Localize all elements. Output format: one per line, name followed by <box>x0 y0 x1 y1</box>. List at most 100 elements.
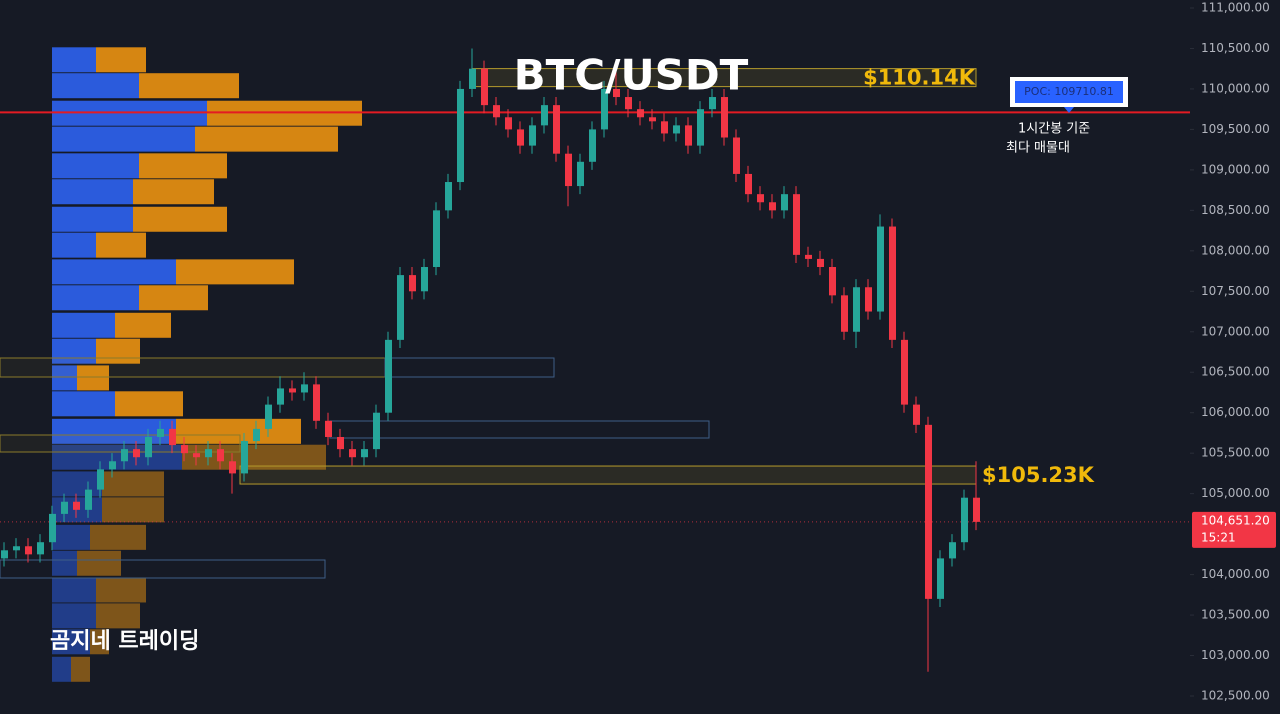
y-tick-label: 108,000.00 <box>1201 243 1270 257</box>
profile-buy <box>52 47 96 73</box>
candle-body <box>877 226 884 312</box>
candle-body <box>781 194 788 211</box>
level-box <box>0 559 326 579</box>
candle-body <box>805 254 812 259</box>
profile-buy <box>52 259 176 285</box>
candle-body <box>817 258 824 268</box>
last-price-label: 104,651.20 <box>1201 513 1270 527</box>
candle-body <box>577 161 584 187</box>
y-tick-label: 110,500.00 <box>1201 41 1270 55</box>
candle-body <box>457 88 464 183</box>
y-tick-label: 110,000.00 <box>1201 81 1270 95</box>
profile-sell <box>133 206 227 232</box>
last-price-tag <box>1192 511 1276 548</box>
candle-body <box>133 449 140 458</box>
candle-body <box>673 125 680 134</box>
candle-body <box>409 275 416 292</box>
y-tick-label: 106,000.00 <box>1201 405 1270 419</box>
candle-body <box>709 97 716 110</box>
candle-body <box>937 558 944 599</box>
candle-body <box>97 469 104 490</box>
candle-body <box>493 105 500 118</box>
candle-body <box>361 449 368 458</box>
candle-body <box>193 453 200 458</box>
profile-sell <box>115 391 183 417</box>
candle-body <box>661 121 668 134</box>
y-tick-label: 106,500.00 <box>1201 365 1270 379</box>
candle-body <box>757 194 764 203</box>
candle-body <box>733 137 740 174</box>
candle-body <box>685 125 692 146</box>
profile-buy <box>52 338 96 364</box>
candle-body <box>517 129 524 146</box>
profile-sell <box>96 603 140 629</box>
profile-sell <box>176 259 294 285</box>
candle-body <box>469 68 476 89</box>
price-zones: $110.14K $105.23K <box>0 66 1190 523</box>
zone-label: $105.23K <box>982 463 1095 487</box>
candle-body <box>157 428 164 437</box>
profile-sell <box>96 338 140 364</box>
profile-sell <box>90 629 109 655</box>
volume-profile <box>52 47 362 682</box>
profile-sell <box>133 179 214 205</box>
zone-label: $110.14K <box>863 66 976 90</box>
candle-body <box>601 88 608 130</box>
y-tick-label: 107,000.00 <box>1201 324 1270 338</box>
profile-sell <box>195 126 338 152</box>
profile-sell <box>115 312 171 338</box>
poc-label: POC: 109710.81 <box>1024 85 1114 98</box>
candle-body <box>481 68 488 106</box>
candle-body <box>865 287 872 312</box>
candle-body <box>637 109 644 118</box>
candle-body <box>13 546 20 551</box>
profile-buy <box>52 497 102 523</box>
candle-body <box>25 546 32 555</box>
candle-body <box>625 97 632 110</box>
candles <box>1 48 980 672</box>
y-tick-label: 102,500.00 <box>1201 689 1270 703</box>
profile-buy <box>52 126 195 152</box>
profile-sell <box>71 656 90 682</box>
profile-buy <box>52 285 139 311</box>
candle-body <box>289 388 296 393</box>
profile-sell <box>77 550 121 576</box>
profile-sell <box>139 285 208 311</box>
candle-body <box>373 412 380 450</box>
candle-body <box>769 202 776 211</box>
candle-body <box>433 210 440 268</box>
y-tick-label: 108,500.00 <box>1201 203 1270 217</box>
profile-buy <box>52 550 77 576</box>
profile-buy <box>52 206 133 232</box>
candle-body <box>853 287 860 332</box>
candle-body <box>829 267 836 296</box>
profile-buy <box>52 365 77 391</box>
candle-body <box>445 182 452 211</box>
candle-body <box>217 449 224 462</box>
candle-body <box>529 125 536 146</box>
candle-body <box>505 117 512 130</box>
candle-body <box>385 339 392 413</box>
candle-body <box>889 226 896 340</box>
poc-note: 최다 매물대 <box>1006 141 1070 156</box>
profile-buy <box>52 418 176 444</box>
candle-body <box>229 461 236 474</box>
candle-body <box>349 449 356 458</box>
candle-body <box>241 441 248 474</box>
profile-buy <box>52 444 182 470</box>
poc-note: 1시간봉 기준 <box>1018 122 1090 137</box>
candle-body <box>61 501 68 514</box>
profile-sell <box>96 47 146 73</box>
profile-buy <box>52 73 139 99</box>
watermark: 곰지네 트레이딩 <box>50 629 199 654</box>
candle-body <box>109 461 116 470</box>
profile-buy <box>52 179 133 205</box>
candle-body <box>901 339 908 405</box>
profile-sell <box>77 365 109 391</box>
y-tick-label: 109,500.00 <box>1201 122 1270 136</box>
candle-body <box>841 295 848 332</box>
candle-body <box>397 275 404 340</box>
candle-body <box>265 404 272 429</box>
candle-body <box>925 424 932 599</box>
